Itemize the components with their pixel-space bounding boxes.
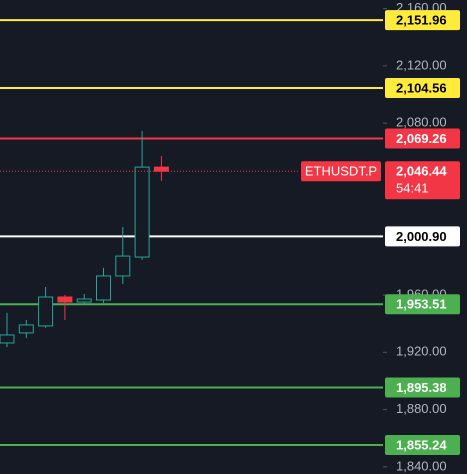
- level-label: 2,069.26: [396, 131, 447, 146]
- candle-body: [134, 166, 150, 258]
- candle-body: [18, 324, 34, 334]
- last-price-label: 2,046.44: [396, 164, 447, 179]
- y-tick-label: 2,080.00: [396, 115, 447, 130]
- level-tag: [385, 10, 460, 31]
- level-label: 2,000.90: [396, 229, 447, 244]
- candle-body: [0, 334, 15, 344]
- y-tick-label: 1,840.00: [396, 458, 447, 473]
- level-label: 1,953.51: [396, 297, 447, 312]
- level-label: 2,104.56: [396, 80, 447, 95]
- y-tick-label: 1,920.00: [396, 344, 447, 359]
- level-tag: [385, 128, 460, 149]
- y-tick-label: 1,880.00: [396, 401, 447, 416]
- level-label: 1,895.38: [396, 380, 447, 395]
- symbol-label: ETHUSDT.P: [305, 164, 377, 179]
- candle-body: [38, 296, 54, 327]
- level-tag: [385, 294, 460, 315]
- level-tag: [385, 77, 460, 98]
- last-price-tag: [385, 161, 460, 200]
- level-tag: [385, 435, 460, 456]
- candle-body: [57, 296, 73, 303]
- candle-body: [76, 298, 92, 303]
- candle-body: [96, 275, 111, 301]
- countdown: 54:41: [396, 181, 429, 196]
- candle-body: [153, 166, 169, 172]
- level-label: 1,855.24: [396, 437, 447, 452]
- level-label: 2,151.96: [396, 13, 447, 28]
- candle-body: [115, 255, 131, 277]
- level-tag: [385, 377, 460, 398]
- symbol-tag: [301, 161, 381, 182]
- y-tick-label: 2,120.00: [396, 57, 447, 72]
- level-tag: [385, 226, 460, 247]
